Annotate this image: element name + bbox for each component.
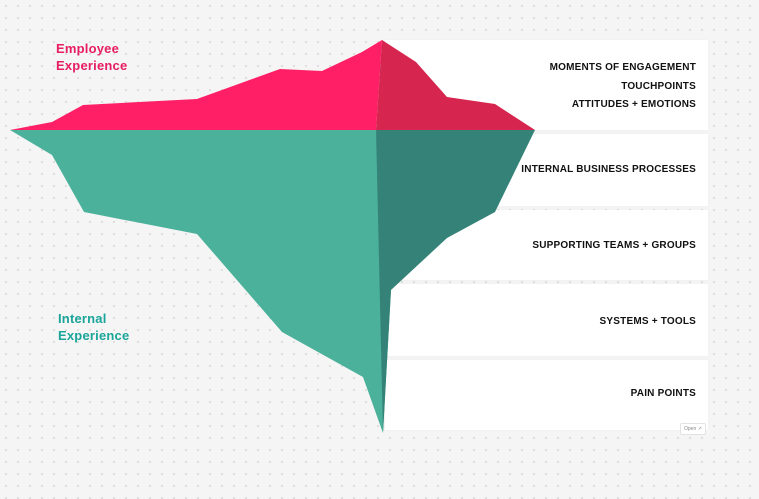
- row-label-supporting-teams: SUPPORTING TEAMS + GROUPS: [532, 240, 696, 251]
- employee-experience-line1: Employee: [56, 41, 120, 56]
- row-label-pain-points: PAIN POINTS: [630, 388, 696, 399]
- iceberg-body-shadow: [376, 130, 535, 433]
- internal-experience-label: Internal Experience: [58, 310, 129, 344]
- employee-experience-label: Employee Experience: [56, 40, 127, 74]
- iceberg-tip-front: [10, 40, 382, 130]
- internal-experience-line1: Internal: [58, 311, 107, 326]
- employee-experience-line2: Experience: [56, 58, 128, 73]
- row-label-systems-tools: SYSTEMS + TOOLS: [599, 316, 696, 327]
- iceberg-tip-shadow: [376, 40, 535, 130]
- open-button[interactable]: Open ↗: [680, 423, 706, 435]
- row-label-engagement-group: MOMENTS OF ENGAGEMENT TOUCHPOINTS ATTITU…: [550, 59, 696, 115]
- row-label-attitudes-emotions: ATTITUDES + EMOTIONS: [571, 99, 696, 110]
- iceberg-body-front: [10, 130, 391, 433]
- row-panel-pain-points: PAIN POINTS: [385, 360, 708, 430]
- row-label-moments-of-engagement: MOMENTS OF ENGAGEMENT: [549, 62, 696, 73]
- row-panel-systems-tools: SYSTEMS + TOOLS: [385, 284, 708, 356]
- row-label-touchpoints: TOUCHPOINTS: [621, 80, 696, 92]
- row-label-business-processes: INTERNAL BUSINESS PROCESSES: [521, 164, 696, 175]
- internal-experience-line2: Experience: [58, 328, 130, 343]
